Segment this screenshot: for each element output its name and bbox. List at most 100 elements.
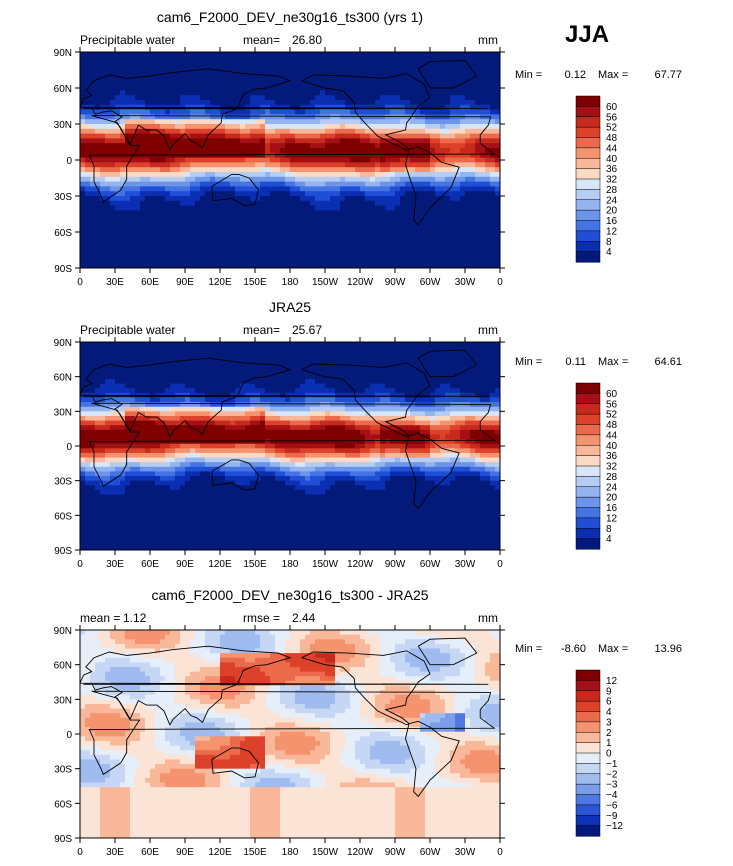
colorbar-swatch bbox=[575, 721, 601, 733]
colorbar-label: 4 bbox=[606, 247, 612, 258]
coastline-2 bbox=[80, 645, 489, 726]
colorbar-label: 48 bbox=[606, 420, 618, 431]
coastline-4 bbox=[301, 362, 431, 438]
mean-label: mean= bbox=[243, 33, 280, 47]
colorbar-label: 24 bbox=[606, 195, 618, 206]
colorbar-label: −1 bbox=[606, 759, 618, 770]
panel-3: 0 30E 60E 90E 120E 150E 180 150W 120W 90W 60W 30W 09… bbox=[54, 587, 682, 858]
y-tick-label: 60S bbox=[54, 228, 72, 239]
panel-1: 0 30E 60E 90E 120E 150E 180 150W 120W 90W 60W 30W 09… bbox=[54, 9, 682, 288]
colorbar-label: −6 bbox=[606, 800, 618, 811]
max-label: Max = bbox=[598, 643, 628, 655]
y-tick-label: 0 bbox=[66, 156, 72, 167]
y-tick-label: 90N bbox=[54, 48, 72, 59]
colorbar-swatch bbox=[575, 445, 601, 457]
coastline-1 bbox=[88, 690, 496, 776]
colorbar-label: 20 bbox=[606, 206, 618, 217]
x-tick-label: 0 bbox=[77, 559, 83, 570]
map-field bbox=[80, 630, 500, 838]
colorbar-swatch bbox=[575, 241, 601, 253]
variable-label: Precipitable water bbox=[80, 33, 175, 47]
colorbar-label: 56 bbox=[606, 399, 618, 410]
panel-title: cam6_F2000_DEV_ne30g16_ts300 - JRA25 bbox=[151, 587, 428, 603]
colorbar-label: 20 bbox=[606, 493, 618, 504]
colorbar-label: 40 bbox=[606, 154, 618, 165]
panel-title: cam6_F2000_DEV_ne30g16_ts300 (yrs 1) bbox=[157, 9, 423, 25]
x-tick-label: 0 bbox=[497, 847, 503, 858]
mean-value: 25.67 bbox=[292, 323, 322, 337]
colorbar-label: 12 bbox=[606, 226, 618, 237]
coastline-6 bbox=[417, 59, 478, 89]
max-label: Max = bbox=[598, 69, 628, 81]
min-value: -8.60 bbox=[561, 643, 586, 655]
y-tick-label: 60S bbox=[54, 511, 72, 522]
colorbar-swatch bbox=[575, 178, 601, 190]
x-tick-label: 150W bbox=[312, 559, 339, 570]
colorbar-label: 6 bbox=[606, 697, 612, 708]
colorbar-swatch bbox=[575, 742, 601, 754]
panel-2: 0 30E 60E 90E 120E 150E 180 150W 120W 90W 60W 30W 09… bbox=[54, 299, 682, 570]
colorbar-swatch bbox=[575, 732, 601, 744]
colorbar-swatch bbox=[575, 773, 601, 785]
colorbar-swatch bbox=[575, 465, 601, 477]
x-tick-label: 120E bbox=[208, 847, 232, 858]
x-tick-label: 30W bbox=[455, 277, 476, 288]
colorbar-label: 2 bbox=[606, 728, 612, 739]
x-tick-label: 90W bbox=[385, 847, 406, 858]
colorbar-label: 4 bbox=[606, 534, 612, 545]
colorbar-swatch bbox=[575, 95, 601, 107]
coastlines bbox=[80, 637, 496, 798]
colorbar-swatch bbox=[575, 199, 601, 211]
x-tick-label: 90W bbox=[385, 277, 406, 288]
x-tick-label: 180 bbox=[282, 847, 299, 858]
colorbar-swatch bbox=[575, 825, 601, 837]
x-tick-label: 120W bbox=[347, 847, 374, 858]
x-tick-label: 60W bbox=[420, 277, 441, 288]
coastline-5 bbox=[405, 146, 460, 226]
coastline-5 bbox=[405, 720, 460, 798]
x-tick-label: 0 bbox=[77, 277, 83, 288]
colorbar-swatch bbox=[575, 382, 601, 394]
colorbar-swatch bbox=[575, 669, 601, 681]
y-tick-label: 0 bbox=[66, 730, 72, 741]
colorbar-swatch bbox=[575, 393, 601, 405]
min-value: 0.12 bbox=[565, 69, 586, 81]
colorbar-label: 1 bbox=[606, 738, 612, 749]
mean-value: 1.12 bbox=[123, 611, 147, 625]
y-tick-label: 90N bbox=[54, 338, 72, 349]
colorbar-swatch bbox=[575, 486, 601, 498]
x-tick-label: 30W bbox=[455, 847, 476, 858]
coastline-1 bbox=[88, 115, 496, 203]
colorbar-swatch bbox=[575, 147, 601, 159]
colorbar-label: 8 bbox=[606, 524, 612, 535]
colorbar-swatch bbox=[575, 106, 601, 118]
colorbar-swatch bbox=[575, 116, 601, 128]
x-tick-label: 60E bbox=[141, 559, 159, 570]
x-tick-label: 180 bbox=[282, 559, 299, 570]
x-tick-label: 60W bbox=[420, 559, 441, 570]
colorbar-swatch bbox=[575, 126, 601, 139]
min-label: Min = bbox=[515, 356, 542, 368]
x-tick-label: 120E bbox=[208, 277, 232, 288]
colorbar-swatch bbox=[575, 804, 601, 816]
coastline-3 bbox=[211, 459, 259, 491]
y-tick-label: 30S bbox=[54, 765, 72, 776]
colorbar-label: 36 bbox=[606, 451, 618, 462]
y-tick-label: 30N bbox=[54, 120, 72, 131]
colorbar-swatch bbox=[575, 189, 601, 201]
x-tick-label: 180 bbox=[282, 277, 299, 288]
y-tick-label: 30S bbox=[54, 477, 72, 488]
y-tick-label: 30S bbox=[54, 192, 72, 203]
x-tick-label: 0 bbox=[497, 277, 503, 288]
max-value: 64.61 bbox=[654, 356, 682, 368]
coastlines bbox=[80, 349, 496, 510]
coastline-2 bbox=[80, 357, 489, 438]
colorbar-label: 44 bbox=[606, 430, 618, 441]
y-tick-label: 30N bbox=[54, 695, 72, 706]
colorbar-swatch bbox=[575, 230, 601, 242]
colorbar-swatch bbox=[575, 476, 601, 488]
colorbar-swatch bbox=[575, 209, 601, 222]
min-label: Min = bbox=[515, 69, 542, 81]
